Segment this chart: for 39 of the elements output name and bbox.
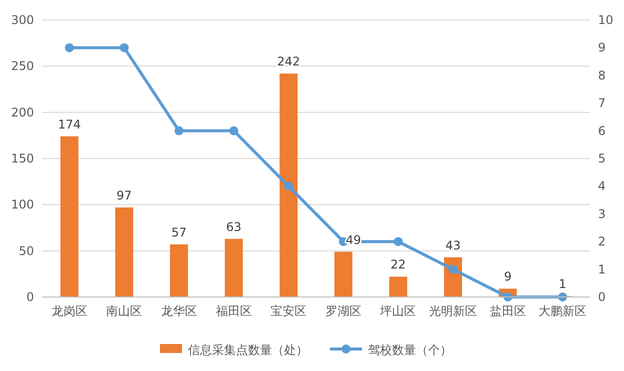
data-label: 9 bbox=[504, 270, 512, 284]
x-tick-label: 龙岗区 bbox=[51, 304, 88, 318]
y-tick-label: 200 bbox=[11, 105, 34, 120]
y-tick-label: 150 bbox=[11, 152, 34, 166]
legend-label: 驾校数量（个） bbox=[368, 343, 452, 357]
x-tick-label: 福田区 bbox=[216, 304, 252, 318]
x-tick-label: 光明新区 bbox=[429, 304, 477, 318]
x-tick-label: 大鹏新区 bbox=[538, 304, 587, 318]
y-tick-label: 250 bbox=[11, 59, 34, 74]
y-tick-label: 100 bbox=[11, 198, 34, 212]
y2-tick-label: 7 bbox=[598, 96, 606, 110]
data-label: 1 bbox=[558, 277, 566, 292]
data-label: 242 bbox=[277, 54, 300, 69]
y2-tick-label: 6 bbox=[598, 124, 606, 138]
x-tick-label: 龙华区 bbox=[161, 304, 197, 318]
y-tick-label: 50 bbox=[18, 244, 34, 258]
y-tick-label: 300 bbox=[11, 13, 34, 27]
data-label: 43 bbox=[445, 238, 461, 252]
x-tick-label: 盐田区 bbox=[490, 304, 526, 318]
y2-tick-label: 8 bbox=[598, 68, 606, 82]
y2-tick-label: 4 bbox=[598, 179, 606, 194]
legend-label: 信息采集点数量（处） bbox=[188, 343, 308, 357]
data-label: 97 bbox=[116, 188, 132, 202]
data-label: 63 bbox=[226, 220, 242, 234]
y-tick-label: 0 bbox=[26, 290, 34, 304]
x-tick-label: 宝安区 bbox=[270, 304, 307, 318]
x-tick-label: 坪山区 bbox=[379, 304, 416, 318]
y2-tick-label: 3 bbox=[598, 206, 606, 221]
y2-tick-label: 5 bbox=[598, 152, 606, 166]
x-tick-label: 罗湖区 bbox=[325, 304, 362, 318]
x-tick-label: 南山区 bbox=[106, 304, 142, 318]
y2-tick-label: 2 bbox=[598, 234, 606, 249]
data-label: 22 bbox=[390, 258, 406, 272]
data-label: 174 bbox=[58, 117, 81, 132]
y2-tick-label: 0 bbox=[598, 290, 606, 304]
data-label: 57 bbox=[171, 225, 187, 240]
y2-tick-label: 9 bbox=[598, 40, 606, 55]
y2-tick-label: 1 bbox=[598, 262, 606, 276]
y2-tick-label: 10 bbox=[598, 13, 614, 27]
